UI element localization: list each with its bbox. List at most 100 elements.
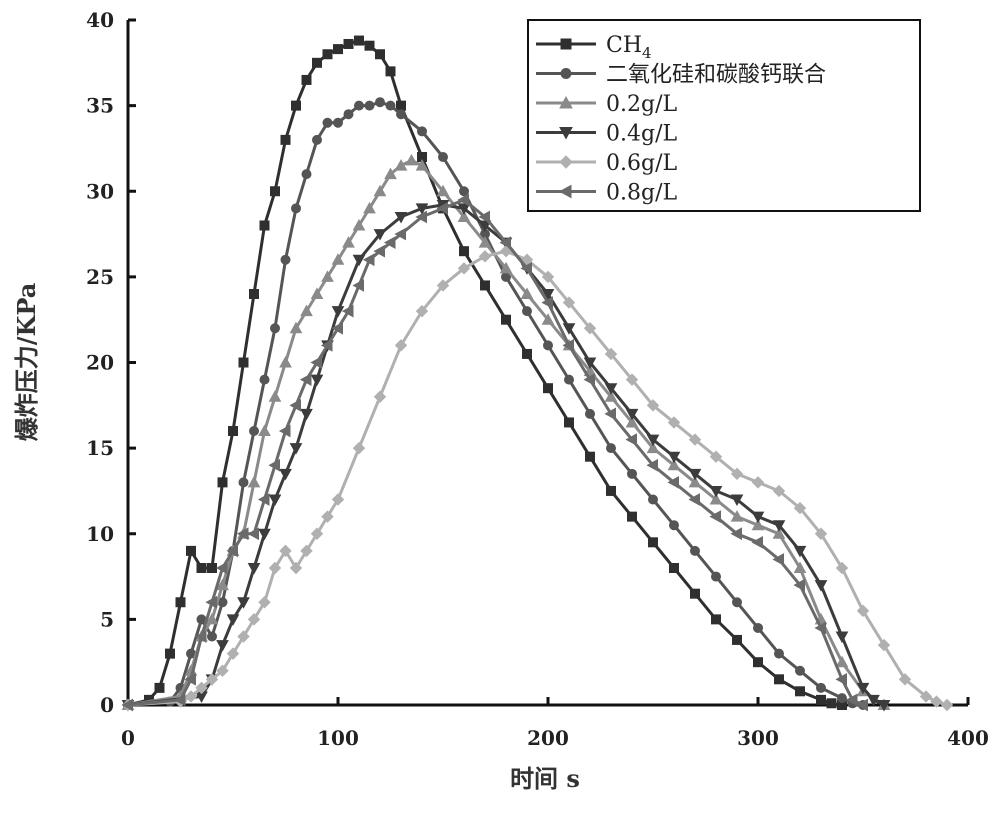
- data-point: [478, 236, 492, 248]
- data-point: [604, 383, 618, 395]
- data-point: [625, 408, 639, 421]
- data-point: [774, 648, 784, 659]
- legend-box: [527, 19, 921, 212]
- data-point: [772, 527, 786, 539]
- y-tick-label: 5: [100, 607, 114, 631]
- data-point: [394, 339, 408, 352]
- data-point: [478, 220, 492, 233]
- data-point: [583, 357, 597, 370]
- data-point: [835, 655, 849, 668]
- data-point: [121, 698, 133, 712]
- data-point: [795, 665, 805, 676]
- y-tick-label: 40: [86, 8, 114, 32]
- data-point: [772, 553, 784, 566]
- data-point: [310, 356, 322, 369]
- x-tick-label: 0: [121, 726, 135, 750]
- y-tick-label: 35: [86, 94, 114, 118]
- data-point: [541, 313, 555, 325]
- data-point: [604, 407, 616, 421]
- data-point: [795, 686, 805, 697]
- data-point: [354, 100, 364, 111]
- data-point: [322, 49, 333, 60]
- data-point: [247, 613, 261, 626]
- data-point: [207, 563, 217, 573]
- data-point: [753, 657, 763, 668]
- data-point: [753, 622, 763, 633]
- legend-label: 0.8g/L: [606, 181, 677, 206]
- data-point: [583, 322, 597, 335]
- data-point: [362, 253, 375, 267]
- data-point: [268, 390, 282, 402]
- data-point: [690, 545, 700, 556]
- data-point: [667, 416, 681, 429]
- data-point: [342, 236, 355, 248]
- data-point: [480, 280, 490, 291]
- legend-label: 0.4g/L: [606, 122, 677, 147]
- data-point: [436, 279, 450, 292]
- x-tick-label: 200: [527, 726, 569, 750]
- data-point: [289, 443, 303, 455]
- data-point: [562, 323, 576, 335]
- data-point: [207, 631, 217, 642]
- data-point: [194, 630, 207, 643]
- data-point: [772, 520, 786, 532]
- data-point: [312, 57, 322, 68]
- data-point: [405, 153, 418, 166]
- legend-item: 二氧化硅和碳酸钙联合: [536, 63, 826, 88]
- data-point: [559, 127, 573, 140]
- data-point: [751, 511, 765, 524]
- data-point: [459, 186, 469, 197]
- data-point: [186, 545, 196, 556]
- data-point: [501, 314, 511, 325]
- series-group: [121, 199, 891, 712]
- data-point: [559, 95, 573, 109]
- data-point: [216, 640, 229, 652]
- data-point: [320, 339, 333, 352]
- data-point: [751, 535, 763, 549]
- data-point: [564, 374, 574, 385]
- data-point: [154, 682, 165, 693]
- data-point: [814, 580, 828, 592]
- data-point: [257, 493, 270, 506]
- data-point: [322, 117, 333, 128]
- data-point: [352, 279, 364, 292]
- data-point: [585, 408, 595, 419]
- data-point: [373, 390, 387, 403]
- data-point: [373, 244, 385, 258]
- data-point: [258, 424, 271, 436]
- data-point: [499, 261, 513, 274]
- data-point: [238, 477, 249, 488]
- data-point: [669, 520, 679, 531]
- data-point: [522, 348, 532, 359]
- data-point: [279, 468, 292, 481]
- data-point: [280, 254, 291, 265]
- data-point: [270, 186, 280, 197]
- data-point: [237, 597, 250, 609]
- series-line: [127, 198, 864, 707]
- data-point: [396, 109, 406, 120]
- data-point: [375, 97, 385, 108]
- data-point: [215, 561, 228, 575]
- data-point: [669, 563, 679, 573]
- x-tick-label: 300: [737, 726, 779, 750]
- data-point: [564, 417, 574, 428]
- data-point: [268, 494, 282, 507]
- data-point: [300, 304, 313, 317]
- data-point: [625, 373, 639, 386]
- data-point: [321, 510, 334, 523]
- data-point: [258, 528, 271, 541]
- series-group: [123, 35, 847, 710]
- data-point: [856, 698, 868, 712]
- data-point: [459, 246, 469, 257]
- data-point: [856, 604, 870, 618]
- data-point: [173, 693, 186, 707]
- data-point: [604, 390, 618, 402]
- data-point: [228, 426, 238, 436]
- data-point: [415, 304, 429, 318]
- x-tick-label: 100: [317, 726, 359, 750]
- data-point: [541, 289, 555, 301]
- data-point: [310, 374, 324, 387]
- data-point: [385, 66, 396, 77]
- data-point: [364, 100, 375, 111]
